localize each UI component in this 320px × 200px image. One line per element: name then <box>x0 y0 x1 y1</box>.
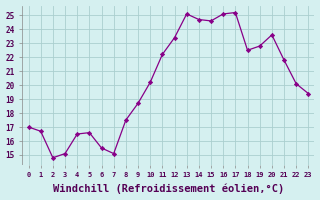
X-axis label: Windchill (Refroidissement éolien,°C): Windchill (Refroidissement éolien,°C) <box>53 184 284 194</box>
